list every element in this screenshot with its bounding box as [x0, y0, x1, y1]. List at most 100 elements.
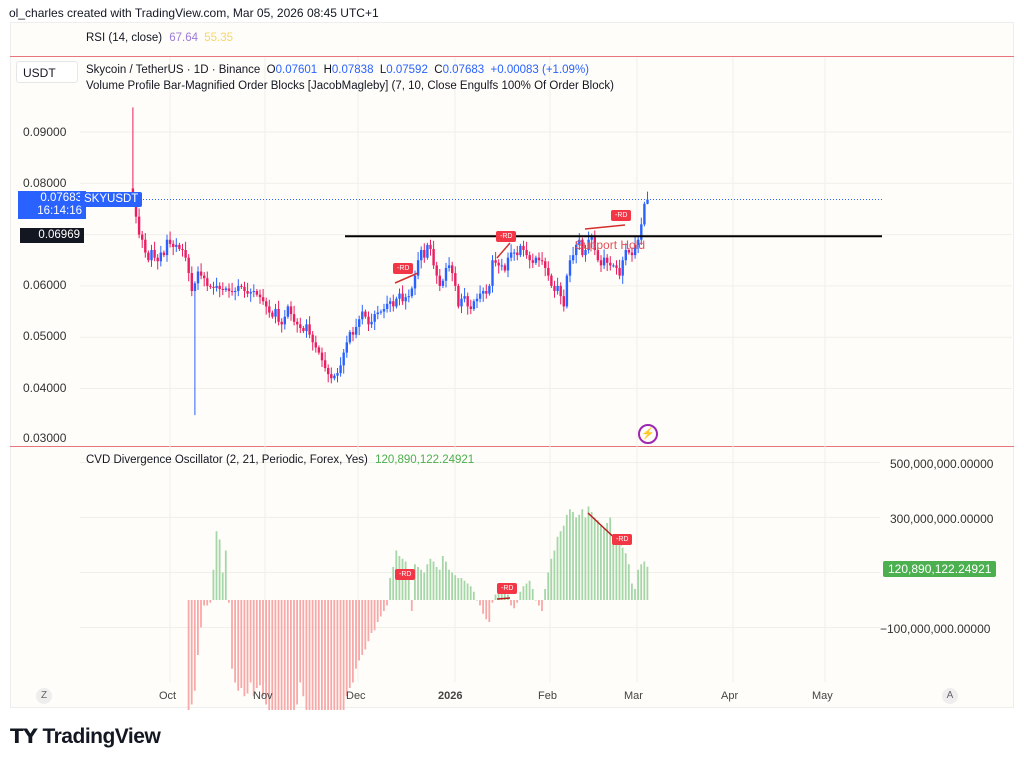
tradingview-logo[interactable]: 𝗧𝗬 TradingView	[10, 724, 161, 749]
candle-body	[423, 249, 426, 258]
cvd-bar	[562, 525, 565, 600]
candle-body	[255, 291, 259, 295]
cvd-label[interactable]: CVD Divergence Oscillator (2, 21, Period…	[86, 454, 368, 466]
indicator-legend[interactable]: Volume Profile Bar-Magnified Order Block…	[86, 80, 614, 92]
zoom-button[interactable]: Z	[36, 688, 52, 704]
cvd-bar	[451, 572, 453, 600]
symbol-title[interactable]: Skycoin / TetherUS · 1D · Binance	[86, 64, 261, 76]
candle-body	[215, 285, 218, 288]
candle-body	[339, 365, 342, 374]
candle-body	[261, 297, 265, 302]
cvd-bar	[609, 517, 612, 600]
high-value: 0.07838	[331, 64, 374, 76]
candle-body	[385, 303, 389, 309]
cvd-bar	[321, 600, 323, 710]
currency-button[interactable]: USDT	[16, 61, 78, 83]
candle-body	[565, 275, 569, 307]
candle-body	[323, 360, 327, 368]
divergence-line	[496, 242, 511, 259]
candle-body	[416, 260, 420, 276]
pane-separator[interactable]	[10, 446, 1014, 447]
candle-body	[547, 267, 550, 276]
y-tick: −100,000,000.00000	[880, 622, 991, 636]
candle-body	[159, 252, 162, 262]
cvd-bar	[482, 600, 484, 614]
cvd-bar	[324, 600, 326, 710]
candle-body	[314, 342, 317, 348]
cvd-bar	[445, 561, 447, 600]
candle-body	[534, 257, 538, 263]
candle-body	[134, 198, 138, 217]
candle-body	[475, 298, 479, 302]
candle-body	[441, 280, 445, 286]
candle-body	[327, 367, 330, 375]
candle-body	[221, 288, 224, 291]
candle-body	[299, 324, 302, 328]
cvd-bar	[519, 591, 522, 600]
candle-body	[196, 271, 200, 284]
candle-body	[361, 311, 364, 320]
cvd-bar	[271, 600, 274, 710]
cvd-bar	[615, 539, 618, 600]
auto-scale-button[interactable]: A	[942, 688, 958, 704]
candle-body	[302, 327, 305, 332]
cvd-bar	[600, 525, 602, 600]
cvd-bar	[373, 600, 376, 631]
cvd-bar	[643, 561, 646, 600]
cvd-bar	[463, 580, 466, 600]
candle-body	[243, 286, 246, 292]
candle-body	[410, 288, 414, 297]
cvd-bar	[293, 600, 295, 710]
cvd-bar	[296, 600, 298, 705]
candle-body	[230, 291, 234, 293]
candle-body	[165, 239, 169, 256]
candle-body	[488, 285, 491, 294]
candle-body	[472, 301, 476, 309]
cvd-bar	[435, 567, 438, 600]
cvd-bar	[352, 600, 354, 683]
cvd-bar	[240, 600, 243, 688]
candle-body	[271, 312, 274, 317]
lightning-icon[interactable]: ⚡	[638, 424, 658, 444]
cvd-bar	[302, 600, 305, 697]
cvd-bar	[203, 600, 205, 606]
candle-body	[643, 203, 646, 225]
tv-logo-icon: 𝗧𝗬	[10, 726, 38, 748]
candle-body	[283, 316, 286, 325]
y-tick: 0.09000	[23, 125, 67, 139]
cvd-bar	[578, 514, 581, 600]
cvd-bar	[432, 561, 435, 600]
cvd-bar	[193, 600, 196, 691]
divergence-line	[496, 597, 511, 600]
candle-body	[333, 375, 336, 379]
open-value: 0.07601	[275, 64, 318, 76]
brand-name: TradingView	[42, 725, 161, 748]
candle-body	[274, 308, 277, 317]
cvd-bar	[618, 545, 621, 600]
cvd-bar	[569, 509, 571, 600]
rd-marker: -RD	[497, 583, 518, 594]
candle-body	[305, 324, 308, 332]
candle-body	[460, 298, 463, 307]
candle-body	[351, 332, 355, 335]
cvd-bar	[218, 539, 221, 600]
y-tick: 0.08000	[23, 176, 67, 190]
pane-separator[interactable]	[10, 56, 1014, 57]
y-tick: 0.05000	[23, 329, 67, 343]
x-tick: Feb	[538, 690, 557, 702]
cvd-bar	[333, 600, 336, 710]
cvd-bar	[392, 567, 395, 600]
candle-body	[593, 237, 596, 250]
candle-body	[615, 265, 618, 268]
candle-body	[184, 249, 187, 258]
cvd-bar	[336, 600, 339, 710]
candle-body	[584, 249, 587, 256]
y-tick: 0.03000	[23, 431, 67, 445]
candle-body	[317, 347, 321, 353]
symbol-tag: SKYUSDT	[80, 192, 143, 207]
candle-body	[497, 262, 500, 266]
cvd-bar	[404, 561, 407, 600]
cvd-bar	[516, 600, 519, 603]
symbol-legend: Skycoin / TetherUS · 1D · Binance O0.076…	[86, 64, 589, 76]
cvd-bar	[414, 564, 416, 600]
